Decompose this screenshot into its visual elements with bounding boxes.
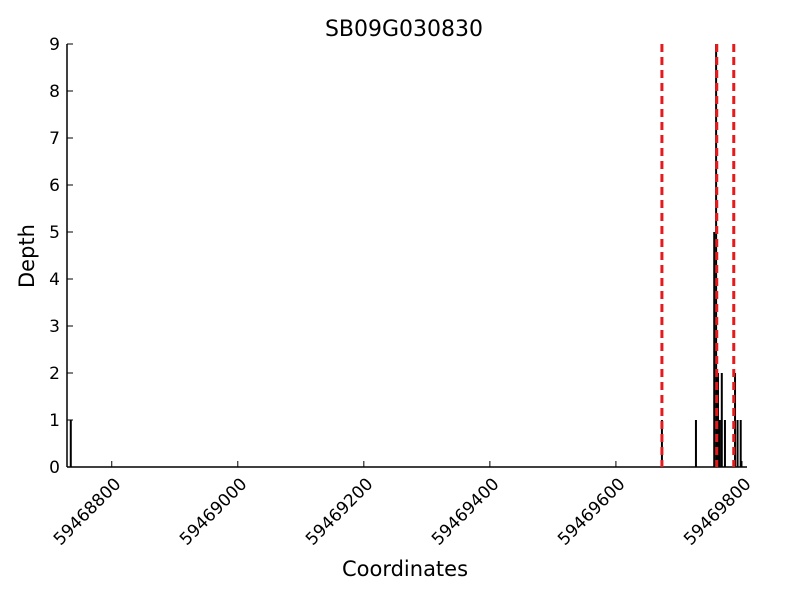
bar <box>69 420 72 467</box>
bar <box>723 420 726 467</box>
bar <box>717 373 720 467</box>
y-axis-label: Depth <box>15 224 39 288</box>
x-tick-label: 59469200 <box>302 474 377 549</box>
x-tick-label: 59469000 <box>176 474 251 549</box>
bar <box>660 420 663 467</box>
bar <box>713 232 716 467</box>
bar <box>694 420 697 467</box>
x-tick-label: 59468800 <box>50 474 125 549</box>
bar <box>734 373 737 467</box>
y-tick-label: 1 <box>49 411 60 431</box>
y-tick-label: 6 <box>49 176 60 196</box>
x-tick-label: 59469800 <box>680 474 755 549</box>
chart-title: SB09G030830 <box>325 17 483 42</box>
y-tick-label: 7 <box>49 129 60 149</box>
x-axis-label: Coordinates <box>342 557 468 581</box>
x-tick-label: 59469600 <box>554 474 629 549</box>
y-tick-label: 8 <box>49 82 60 102</box>
bar <box>718 420 721 467</box>
bar <box>736 420 739 467</box>
bar <box>720 373 723 467</box>
y-tick-label: 5 <box>49 223 60 243</box>
y-tick-label: 4 <box>49 270 60 290</box>
y-tick-label: 0 <box>49 458 60 478</box>
bar <box>739 420 742 467</box>
x-tick-label: 59469400 <box>428 474 503 549</box>
y-tick-label: 3 <box>49 317 60 337</box>
y-tick-label: 2 <box>49 364 60 384</box>
y-tick-label: 9 <box>49 35 60 55</box>
